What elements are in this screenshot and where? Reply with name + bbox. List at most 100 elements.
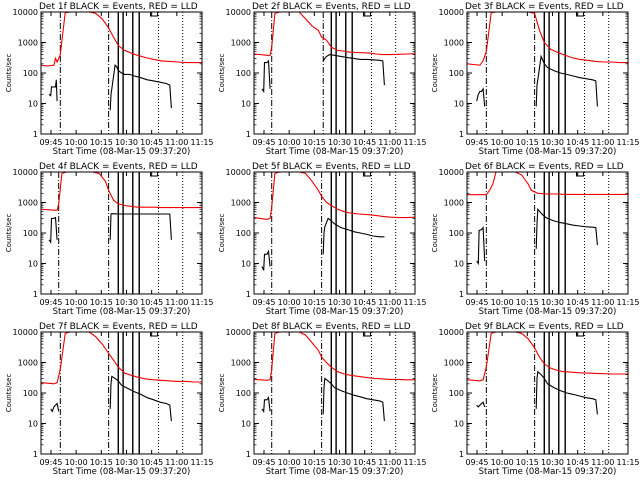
x-tick-label: 10:00 — [491, 458, 514, 467]
x-tick-label: 10:00 — [491, 298, 514, 307]
chart-svg: Det 4f BLACK = Events, RED = LLD Counts/s… — [5, 162, 213, 317]
plot-frame — [466, 331, 629, 455]
chart-svg: Det 6f BLACK = Events, RED = LLD Counts/s… — [431, 162, 639, 317]
x-tick-label: 11:15 — [190, 138, 213, 147]
detector-panel-4: Det 4f BLACK = Events, RED = LLD Counts/s… — [0, 160, 213, 320]
plot-frame — [253, 171, 416, 295]
x-tick-label: 10:15 — [90, 298, 113, 307]
chart-title: Det 5f BLACK = Events, RED = LLD — [252, 162, 411, 172]
y-tick-label: 10000 — [439, 168, 464, 177]
y-tick-label: 1 — [246, 450, 251, 459]
series-lld-line — [467, 332, 628, 382]
y-tick-label: 1000 — [444, 359, 464, 368]
x-axis-label: Start Time (08-Mar-15 09:37:20) — [479, 467, 617, 477]
series-events-line — [535, 207, 598, 249]
chart-title: Det 4f BLACK = Events, RED = LLD — [39, 162, 198, 172]
x-tick-label: 10:30 — [541, 458, 564, 467]
x-tick-label: 10:00 — [491, 138, 514, 147]
y-axis-label: Counts/sec — [5, 374, 13, 413]
y-tick-label: 100 — [236, 389, 251, 398]
series-lld-line — [254, 332, 415, 381]
x-tick-label: 09:45 — [39, 458, 62, 467]
x-tick-label: 09:45 — [465, 458, 488, 467]
x-tick-label: 11:00 — [378, 298, 401, 307]
series-events-line — [322, 54, 385, 86]
plot-frame — [466, 171, 629, 295]
y-tick-label: 10000 — [439, 8, 464, 17]
y-tick-label: 1 — [246, 290, 251, 299]
y-tick-label: 10 — [241, 420, 251, 429]
y-tick-label: 1 — [459, 450, 464, 459]
y-tick-label: 10000 — [439, 328, 464, 337]
plot-frame — [466, 11, 629, 135]
x-tick-label: 10:15 — [303, 298, 326, 307]
y-tick-label: 1000 — [231, 359, 251, 368]
x-tick-label: 10:00 — [278, 298, 301, 307]
y-tick-label: 1 — [33, 290, 38, 299]
x-axis-label: Start Time (08-Mar-15 09:37:20) — [53, 147, 191, 157]
y-tick-label: 100 — [236, 229, 251, 238]
x-tick-label: 10:15 — [90, 458, 113, 467]
x-tick-label: 11:15 — [616, 298, 639, 307]
plot-frame — [253, 331, 416, 455]
y-tick-label: 1 — [459, 130, 464, 139]
plot-frame — [40, 331, 203, 455]
x-tick-label: 11:15 — [403, 458, 426, 467]
series-events-line — [109, 375, 172, 422]
series-events-line — [322, 377, 385, 422]
series-events-line — [109, 213, 172, 240]
chart-title: Det 9f BLACK = Events, RED = LLD — [465, 322, 624, 332]
series-events-line — [50, 402, 60, 413]
x-tick-label: 11:15 — [616, 138, 639, 147]
series-events-line — [322, 217, 385, 255]
series-events-line — [261, 249, 271, 271]
x-tick-label: 10:00 — [278, 458, 301, 467]
y-tick-label: 1000 — [18, 39, 38, 48]
y-tick-label: 1000 — [18, 199, 38, 208]
series-events-line — [476, 87, 486, 107]
x-tick-label: 10:00 — [278, 138, 301, 147]
y-tick-label: 10 — [28, 260, 38, 269]
y-tick-label: 10 — [241, 260, 251, 269]
x-tick-label: 10:30 — [328, 138, 351, 147]
series-events-line — [261, 396, 271, 414]
x-tick-label: 10:30 — [115, 138, 138, 147]
y-tick-label: 10 — [454, 260, 464, 269]
x-tick-label: 10:15 — [516, 138, 539, 147]
chart-title: Det 7f BLACK = Events, RED = LLD — [39, 322, 198, 332]
x-tick-label: 10:45 — [353, 138, 376, 147]
x-tick-label: 10:30 — [328, 458, 351, 467]
y-axis-label: Counts/sec — [218, 54, 226, 93]
y-tick-label: 10000 — [226, 168, 251, 177]
x-tick-label: 10:00 — [65, 458, 88, 467]
detector-panel-7: Det 7f BLACK = Events, RED = LLD Counts/s… — [0, 320, 213, 480]
series-events-line — [48, 216, 58, 244]
y-tick-label: 1000 — [444, 199, 464, 208]
detector-panel-8: Det 8f BLACK = Events, RED = LLD Counts/s… — [213, 320, 426, 480]
series-lld-line — [254, 172, 415, 220]
x-tick-label: 11:00 — [591, 138, 614, 147]
y-tick-label: 100 — [23, 69, 38, 78]
y-tick-label: 100 — [23, 389, 38, 398]
x-tick-label: 11:15 — [403, 138, 426, 147]
x-tick-label: 10:00 — [65, 138, 88, 147]
detector-panel-2: Det 2f BLACK = Events, RED = LLD Counts/s… — [213, 0, 426, 160]
y-tick-label: 10000 — [13, 168, 38, 177]
y-axis-label: Counts/sec — [431, 374, 439, 413]
x-tick-label: 09:45 — [252, 458, 275, 467]
x-tick-label: 11:15 — [190, 458, 213, 467]
y-tick-label: 1 — [246, 130, 251, 139]
chart-svg: Det 1f BLACK = Events, RED = LLD Counts/s… — [5, 2, 213, 157]
chart-svg: Det 5f BLACK = Events, RED = LLD Counts/s… — [218, 162, 426, 317]
plot-frame — [40, 171, 203, 295]
y-tick-label: 10 — [454, 420, 464, 429]
series-events-line — [535, 54, 598, 107]
x-tick-label: 11:15 — [616, 458, 639, 467]
x-tick-label: 10:45 — [353, 458, 376, 467]
x-tick-label: 09:45 — [465, 138, 488, 147]
x-tick-label: 10:15 — [90, 138, 113, 147]
x-tick-label: 11:00 — [591, 458, 614, 467]
chart-title: Det 8f BLACK = Events, RED = LLD — [252, 322, 411, 332]
series-lld-line — [467, 12, 628, 66]
